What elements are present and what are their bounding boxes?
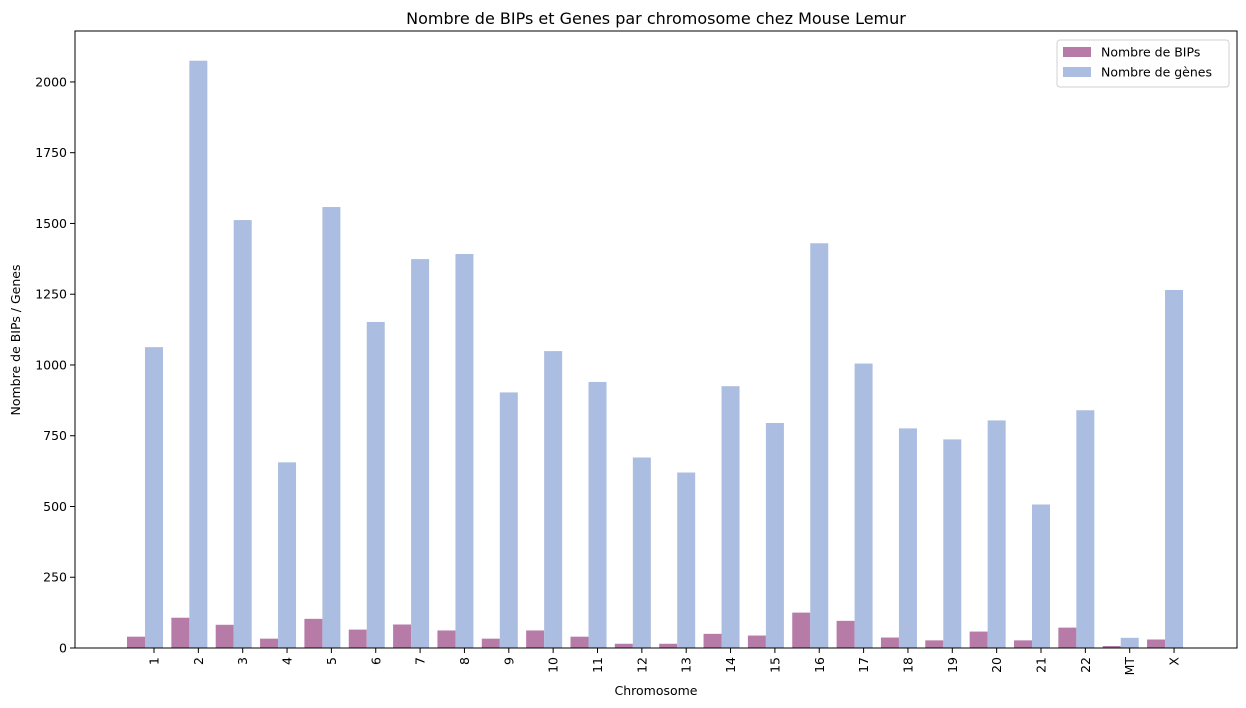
bar-bips — [836, 620, 855, 648]
x-tick-label: 6 — [368, 657, 383, 665]
y-tick-label: 2000 — [35, 74, 67, 89]
y-tick-label: 0 — [59, 641, 67, 656]
bar-bips — [747, 635, 766, 648]
x-tick-label: 22 — [1078, 657, 1093, 673]
bar-genes — [943, 439, 962, 648]
bar-bips — [1058, 627, 1077, 648]
bar-genes — [366, 321, 385, 648]
x-tick-label: 16 — [812, 657, 827, 673]
x-tick-label: 13 — [679, 657, 694, 673]
y-axis-title: Nombre de BIPs / Genes — [8, 265, 23, 416]
x-tick-label: 3 — [235, 657, 250, 665]
bar-bips — [1147, 639, 1166, 648]
bar-genes — [322, 207, 341, 648]
bar-genes — [987, 420, 1006, 648]
chart-title: Nombre de BIPs et Genes par chromosome c… — [406, 9, 906, 28]
bar-bips — [526, 630, 545, 648]
bar-bips — [437, 630, 456, 648]
bar-genes — [233, 220, 252, 648]
x-tick-label: 14 — [723, 657, 738, 673]
y-tick-label: 1750 — [35, 145, 67, 160]
bar-bips — [393, 624, 412, 648]
x-tick-label: 1 — [147, 657, 162, 665]
bar-genes — [632, 457, 651, 648]
y-tick-label: 1500 — [35, 216, 67, 231]
bar-genes — [1120, 637, 1139, 648]
bar-bips — [570, 636, 589, 648]
bar-genes — [1076, 410, 1095, 648]
bar-genes — [1165, 289, 1184, 648]
bar-bips — [215, 624, 234, 648]
bar-bips — [348, 629, 367, 648]
y-tick-label: 750 — [43, 428, 67, 443]
x-axis-title: Chromosome — [614, 683, 697, 698]
x-tick-label: 17 — [856, 657, 871, 673]
bar-genes — [499, 392, 518, 648]
bar-bips — [969, 631, 988, 648]
legend-swatch — [1063, 67, 1091, 77]
bar-genes — [588, 381, 607, 648]
bar-bips — [1014, 640, 1032, 648]
x-tick-label: 19 — [945, 657, 960, 673]
bar-bips — [703, 633, 722, 648]
bar-genes — [854, 363, 873, 648]
legend-swatch — [1063, 47, 1091, 57]
x-tick-label: 5 — [324, 657, 339, 665]
y-tick-label: 500 — [43, 499, 67, 514]
bar-genes — [145, 347, 163, 648]
plot-frame — [74, 30, 1238, 649]
bar-bips — [171, 617, 190, 648]
x-tick-label: MT — [1122, 657, 1137, 676]
bar-bips — [614, 643, 633, 648]
x-tick-label: 20 — [989, 657, 1004, 673]
bar-genes — [411, 259, 430, 648]
x-tick-label: 9 — [501, 657, 516, 665]
bar-genes — [677, 472, 696, 648]
y-axis: 0 250 500 750 1000 1250 1500 1750 2000 — [35, 74, 75, 656]
x-tick-label: 4 — [280, 657, 295, 665]
x-tick-label: 2 — [191, 657, 206, 665]
legend-label: Nombre de BIPs — [1101, 45, 1200, 60]
x-axis: 1 2 3 4 5 6 7 8 9 10 11 12 13 14 15 16 17 18 19 20 21 22 MT X — [147, 648, 1182, 675]
bars-group — [127, 60, 1184, 649]
y-tick-label: 1250 — [35, 287, 67, 302]
legend: Nombre de BIPs Nombre de gènes — [1056, 39, 1230, 88]
x-tick-label: 11 — [590, 657, 605, 673]
bar-genes — [278, 462, 297, 648]
bar-genes — [455, 254, 474, 648]
x-tick-label: 21 — [1034, 657, 1049, 673]
y-tick-label: 1000 — [35, 357, 67, 372]
bar-bips — [1102, 646, 1121, 648]
legend-label: Nombre de gènes — [1101, 65, 1212, 80]
x-tick-label: X — [1167, 657, 1182, 666]
legend-box — [1056, 39, 1230, 88]
y-tick-label: 250 — [43, 570, 67, 585]
x-tick-label: 15 — [767, 657, 782, 673]
bar-bips — [880, 637, 899, 648]
bar-bips — [659, 643, 678, 648]
bar-bips — [925, 640, 944, 648]
bar-genes — [898, 428, 917, 648]
bar-bips — [260, 638, 279, 648]
bar-genes — [189, 60, 208, 648]
bar-bips — [304, 618, 323, 648]
bar-genes — [721, 386, 740, 648]
bar-genes — [544, 351, 563, 648]
bar-genes — [1032, 504, 1050, 648]
bar-genes — [810, 243, 829, 649]
bar-bips — [127, 636, 145, 648]
bar-bips — [481, 638, 500, 648]
bar-genes — [765, 422, 784, 648]
x-tick-label: 12 — [634, 657, 649, 673]
x-tick-label: 8 — [457, 657, 472, 665]
x-tick-label: 18 — [900, 657, 915, 673]
bar-bips — [792, 612, 811, 648]
x-tick-label: 10 — [546, 657, 561, 673]
x-tick-label: 7 — [413, 657, 428, 665]
